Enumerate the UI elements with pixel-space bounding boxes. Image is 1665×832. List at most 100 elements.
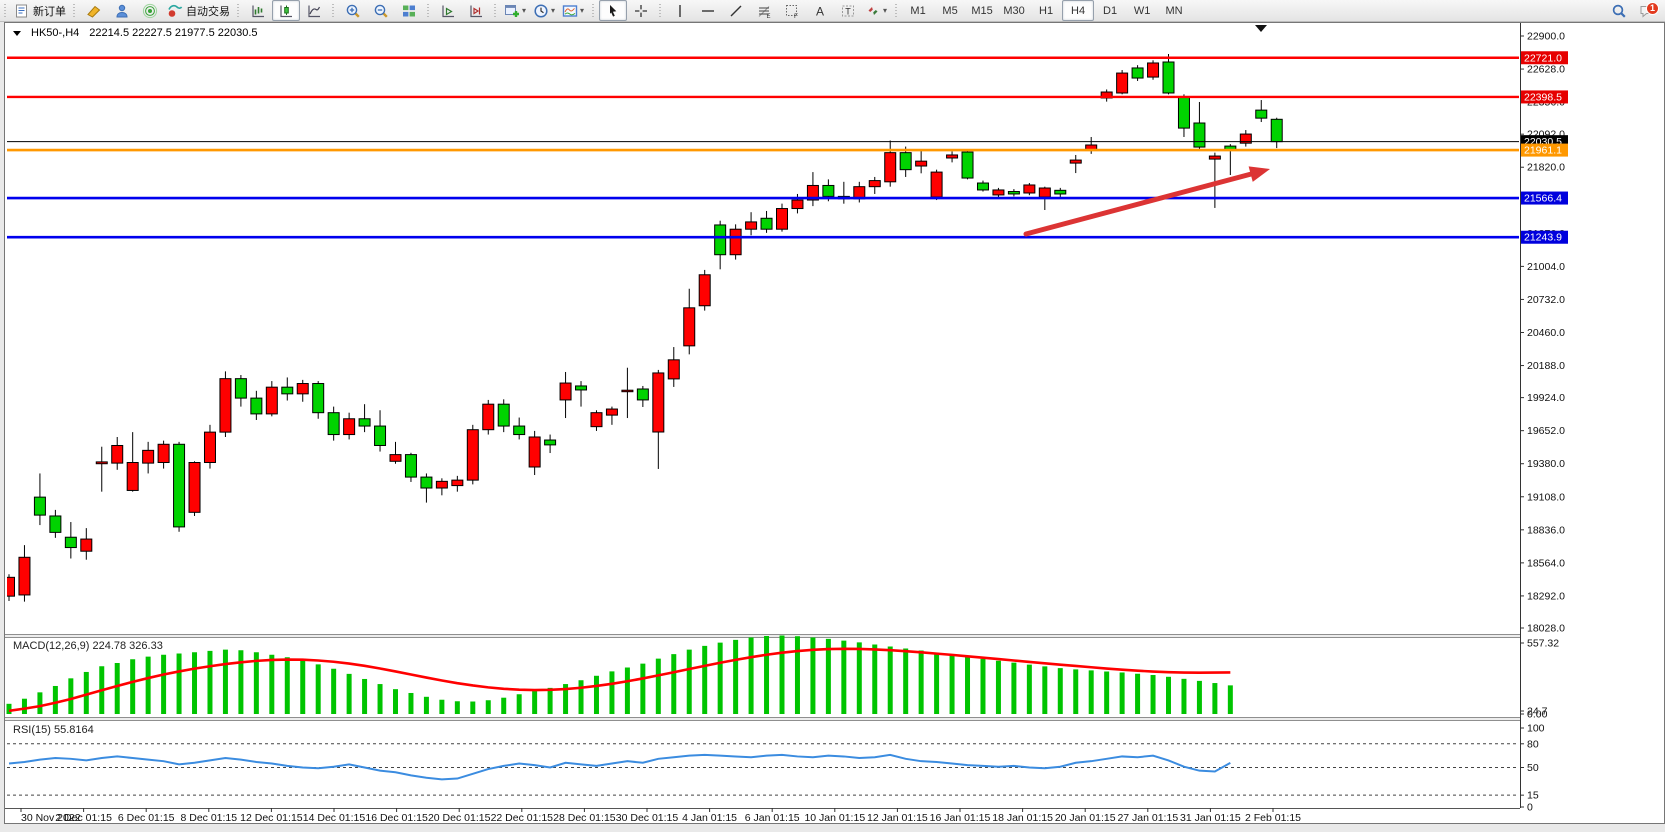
tf-button-h4[interactable]: H4 [1062,0,1095,21]
chart-symbol-period: HK50-,H4 [31,27,80,39]
chart-bars-button[interactable] [244,0,272,21]
autotrade-icon [167,3,183,19]
one-click-trading-arrow-icon[interactable] [13,30,21,36]
fibo-grid-button[interactable]: F [778,0,806,21]
arrows-button[interactable]: ▾ [862,0,891,21]
candle [884,140,897,187]
chart-canvas[interactable]: 22900.022628.022356.022092.021820.021548… [5,23,1662,824]
strategy-tester-button[interactable] [136,0,164,21]
candle [111,436,124,470]
trend-arrow-object[interactable] [1023,166,1270,237]
candle [729,224,742,260]
svg-text:50: 50 [1527,762,1539,774]
candle [234,375,247,407]
new-chart-button[interactable]: ▾ [501,0,530,21]
chevron-down-icon: ▾ [551,6,556,15]
tf-button-m1[interactable]: M1 [910,4,926,17]
rsi-indicator-label: RSI(15) 55.8164 [13,724,94,736]
tf-button-m30[interactable]: M30 [1003,4,1025,17]
candle [714,220,727,270]
vline-icon [672,3,688,19]
autotrade-button[interactable]: 自动交易 [164,0,233,21]
tf-button-mn[interactable]: MN [1165,4,1183,17]
chat-button[interactable]: 1 [1633,0,1661,21]
candle [559,371,572,419]
zoom-in-button[interactable] [339,0,367,21]
new-order-icon [14,3,30,19]
svg-text:19924.0: 19924.0 [1527,392,1565,404]
shift-b-icon [468,3,484,19]
trendline-button[interactable] [722,0,750,21]
svg-text:0: 0 [1527,802,1533,814]
candle [80,528,93,560]
candle [33,473,46,526]
profiles-icon [114,3,130,19]
templates-button[interactable]: ▾ [559,0,588,21]
date-label: 20 Dec 01:15 [428,812,491,821]
price-axis[interactable]: 22900.022628.022356.022092.021820.021548… [1520,23,1662,821]
candle [806,172,819,207]
date-label: 6 Dec 01:15 [118,812,175,821]
tf-button-d1[interactable]: D1 [1103,4,1118,17]
text-label-button[interactable]: T [834,0,862,21]
chart-bars-icon [250,3,266,19]
tf-button-m5[interactable]: M5 [942,4,958,17]
arrows-icon [865,3,881,19]
candle [605,406,618,425]
candle [497,399,510,433]
candle [1023,183,1036,196]
price-level-badge: 21961.1 [1521,143,1568,157]
svg-text:21004.0: 21004.0 [1527,261,1565,273]
new-order-label: 新订单 [33,5,66,18]
toolbar-grip [72,3,77,18]
date-label: 18 Jan 01:15 [992,812,1053,821]
candle [621,367,634,419]
tf-button-w1[interactable]: W1 [1133,4,1151,17]
data-window-button[interactable] [108,0,136,21]
candle [374,410,387,452]
vertical-line-button[interactable] [666,0,694,21]
candle [343,412,356,440]
svg-text:100: 100 [1527,723,1545,735]
new-order-button[interactable]: 新订单 [11,0,69,21]
chevron-down-icon: ▾ [580,6,585,15]
candle [173,441,186,532]
tile-windows-button[interactable] [395,0,423,21]
panel-splitter[interactable] [5,634,1662,638]
svg-text:19380.0: 19380.0 [1527,458,1565,470]
toolbar-grip [658,3,664,18]
svg-text:18028.0: 18028.0 [1527,623,1565,635]
candle [760,210,773,233]
zoom-out-button[interactable] [367,0,395,21]
fibonacci-button[interactable]: E [750,0,778,21]
crosshair-button[interactable] [627,0,655,21]
candle [281,377,294,401]
tf-button-h1[interactable]: H1 [1039,4,1054,17]
svg-text:20188.0: 20188.0 [1527,360,1565,372]
svg-text:18836.0: 18836.0 [1527,524,1565,536]
chart-window: HK50-,H4 22214.5 22227.5 21977.5 22030.5… [4,22,1665,824]
svg-text:T: T [845,6,851,16]
cursor-button[interactable] [599,0,628,21]
chart-shift-button[interactable] [462,0,490,21]
periods-button[interactable]: ▾ [530,0,559,21]
fibo-f-icon: F [784,3,800,19]
tline-icon [728,3,744,19]
search-button[interactable] [1605,0,1633,21]
auto-scroll-button[interactable] [434,0,462,21]
panel-splitter[interactable] [5,717,1662,721]
chart-shift-marker-icon[interactable] [1255,25,1267,32]
svg-text:19652.0: 19652.0 [1527,425,1565,437]
text-button[interactable]: A [806,0,834,21]
candle [250,390,263,420]
autotrade-label: 自动交易 [186,5,230,18]
chart-candles-button[interactable] [272,0,300,21]
horizontal-line-button[interactable] [694,0,722,21]
candle [1054,187,1067,198]
candle [946,151,959,163]
market-watch-button[interactable] [80,0,108,21]
svg-text:22628.0: 22628.0 [1527,64,1565,76]
chart-line-button[interactable] [300,0,328,21]
tf-button-m15[interactable]: M15 [971,4,993,17]
timeframe-group: M1 M5 M15 M30 H1 H4 D1 W1 MN [902,0,1190,21]
